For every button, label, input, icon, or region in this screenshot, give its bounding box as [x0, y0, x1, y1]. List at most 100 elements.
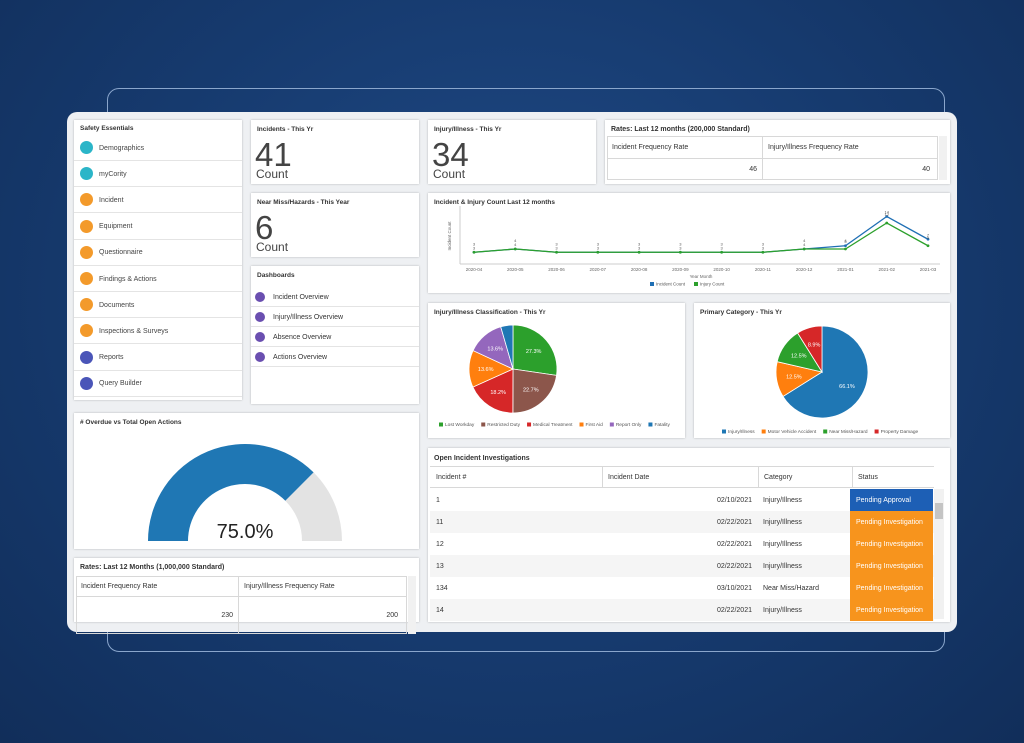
data-label: 4	[803, 238, 806, 243]
legend-swatch	[439, 422, 443, 427]
legend-label: Injury Count	[700, 282, 725, 287]
pie-slice	[500, 324, 514, 370]
table-row[interactable]	[430, 555, 934, 577]
cell: 11	[436, 519, 444, 526]
sidebar-item-label: Reports	[99, 354, 124, 362]
pie-slice	[782, 325, 869, 419]
sidebar-item[interactable]	[74, 292, 242, 319]
column-divider	[758, 466, 759, 488]
column-header: Injury/Illness Frequency Rate	[244, 582, 335, 590]
cell: 13	[436, 563, 444, 570]
pie-slice	[512, 324, 558, 376]
dashboard-link[interactable]	[251, 347, 419, 367]
data-label: 12.5%	[791, 353, 807, 359]
dashboard-label: Actions Overview	[273, 354, 328, 361]
table-row[interactable]	[430, 511, 934, 533]
data-label: 8.9%	[808, 343, 821, 349]
chart-title: Incident & Injury Count Last 12 months	[434, 199, 555, 206]
kpi-unit: Count	[256, 167, 289, 181]
point	[844, 247, 847, 251]
x-tick-label: 2020-09	[672, 267, 689, 272]
column-divider	[602, 466, 603, 488]
gauge-track	[285, 472, 342, 541]
data-label: 7	[927, 232, 930, 237]
sidebar-item[interactable]	[74, 240, 242, 266]
column-header: Injury/Illness Frequency Rate	[768, 143, 859, 151]
kpi-card	[428, 120, 596, 184]
sidebar-item[interactable]	[74, 161, 242, 188]
kpi-value: 41	[255, 136, 292, 173]
column-header: Category	[764, 474, 793, 481]
x-tick-label: 2021-02	[878, 267, 895, 272]
y-axis-label: Incident Count	[447, 221, 452, 251]
status-label: Pending Investigation	[856, 541, 923, 548]
x-tick-label: 2020-10	[713, 267, 730, 272]
chart-title: Primary Category - This Yr	[700, 309, 782, 316]
dashboards-card	[251, 266, 419, 404]
dashboard-link[interactable]	[251, 287, 419, 307]
rate-value: 40	[922, 166, 930, 173]
sidebar-card	[74, 120, 242, 400]
rates-header-line	[607, 158, 938, 159]
scroll-thumb	[935, 503, 943, 519]
sidebar-item[interactable]	[74, 345, 242, 371]
legend-swatch	[648, 422, 653, 427]
kpi-unit: Count	[433, 167, 466, 181]
scrollbar	[934, 489, 944, 619]
point	[885, 221, 889, 225]
dashboard-link[interactable]	[251, 307, 419, 327]
data-label: 3	[762, 245, 765, 250]
status-label: Pending Approval	[856, 497, 911, 504]
rates-header-line	[76, 596, 407, 597]
legend-swatch	[694, 282, 698, 286]
cell: Injury/Illness	[763, 519, 802, 526]
sidebar-item-label: Demographics	[99, 144, 145, 152]
status-label: Pending Investigation	[856, 519, 923, 526]
legend-label: First Aid	[586, 422, 604, 428]
gauge-value: 75.0%	[217, 521, 274, 543]
point	[513, 247, 517, 251]
column-header: Incident Frequency Rate	[612, 143, 689, 151]
data-label: 27.3%	[526, 349, 542, 355]
point	[720, 250, 724, 254]
sidebar-icon	[80, 141, 93, 154]
line-chart-card	[428, 193, 950, 293]
legend-swatch	[481, 422, 486, 427]
legend-label: Lost Workday	[445, 422, 475, 428]
column-header: Status	[858, 474, 878, 481]
status-cell	[850, 599, 933, 621]
rate-value: 46	[749, 166, 757, 173]
dashboard-label: Incident Overview	[273, 294, 329, 301]
dashboard-link[interactable]	[251, 327, 419, 347]
table-row[interactable]	[430, 533, 934, 555]
table-row[interactable]	[430, 599, 934, 621]
point	[555, 250, 558, 254]
legend-label: Injury/Illness	[728, 429, 755, 435]
pie-slice	[512, 368, 557, 414]
sidebar-item[interactable]	[74, 135, 242, 161]
line	[473, 222, 929, 253]
sidebar-icon	[80, 272, 93, 285]
data-label: 13.6%	[487, 346, 503, 352]
legend-label: Property Damage	[881, 429, 919, 435]
sidebar-item[interactable]	[74, 318, 242, 345]
kpi-unit: Count	[256, 240, 289, 254]
data-label: 3	[473, 241, 476, 246]
table-row[interactable]	[430, 489, 934, 511]
x-tick-label: 2020-04	[466, 267, 483, 272]
table-row[interactable]	[430, 577, 934, 599]
line	[473, 215, 929, 253]
sidebar-item[interactable]	[74, 214, 242, 240]
sidebar-item[interactable]	[74, 371, 242, 397]
data-label: 4	[514, 238, 517, 243]
data-label: 3	[597, 241, 600, 246]
sidebar-item[interactable]	[74, 187, 242, 214]
legend-label: Incident Count	[656, 282, 686, 287]
cell: Injury/Illness	[763, 607, 802, 614]
status-label: Pending Investigation	[856, 563, 923, 570]
data-label: 3	[762, 241, 765, 246]
chart-title: # Overdue vs Total Open Actions	[80, 419, 182, 426]
data-label: 18.2%	[490, 390, 506, 396]
sidebar-item[interactable]	[74, 266, 242, 292]
